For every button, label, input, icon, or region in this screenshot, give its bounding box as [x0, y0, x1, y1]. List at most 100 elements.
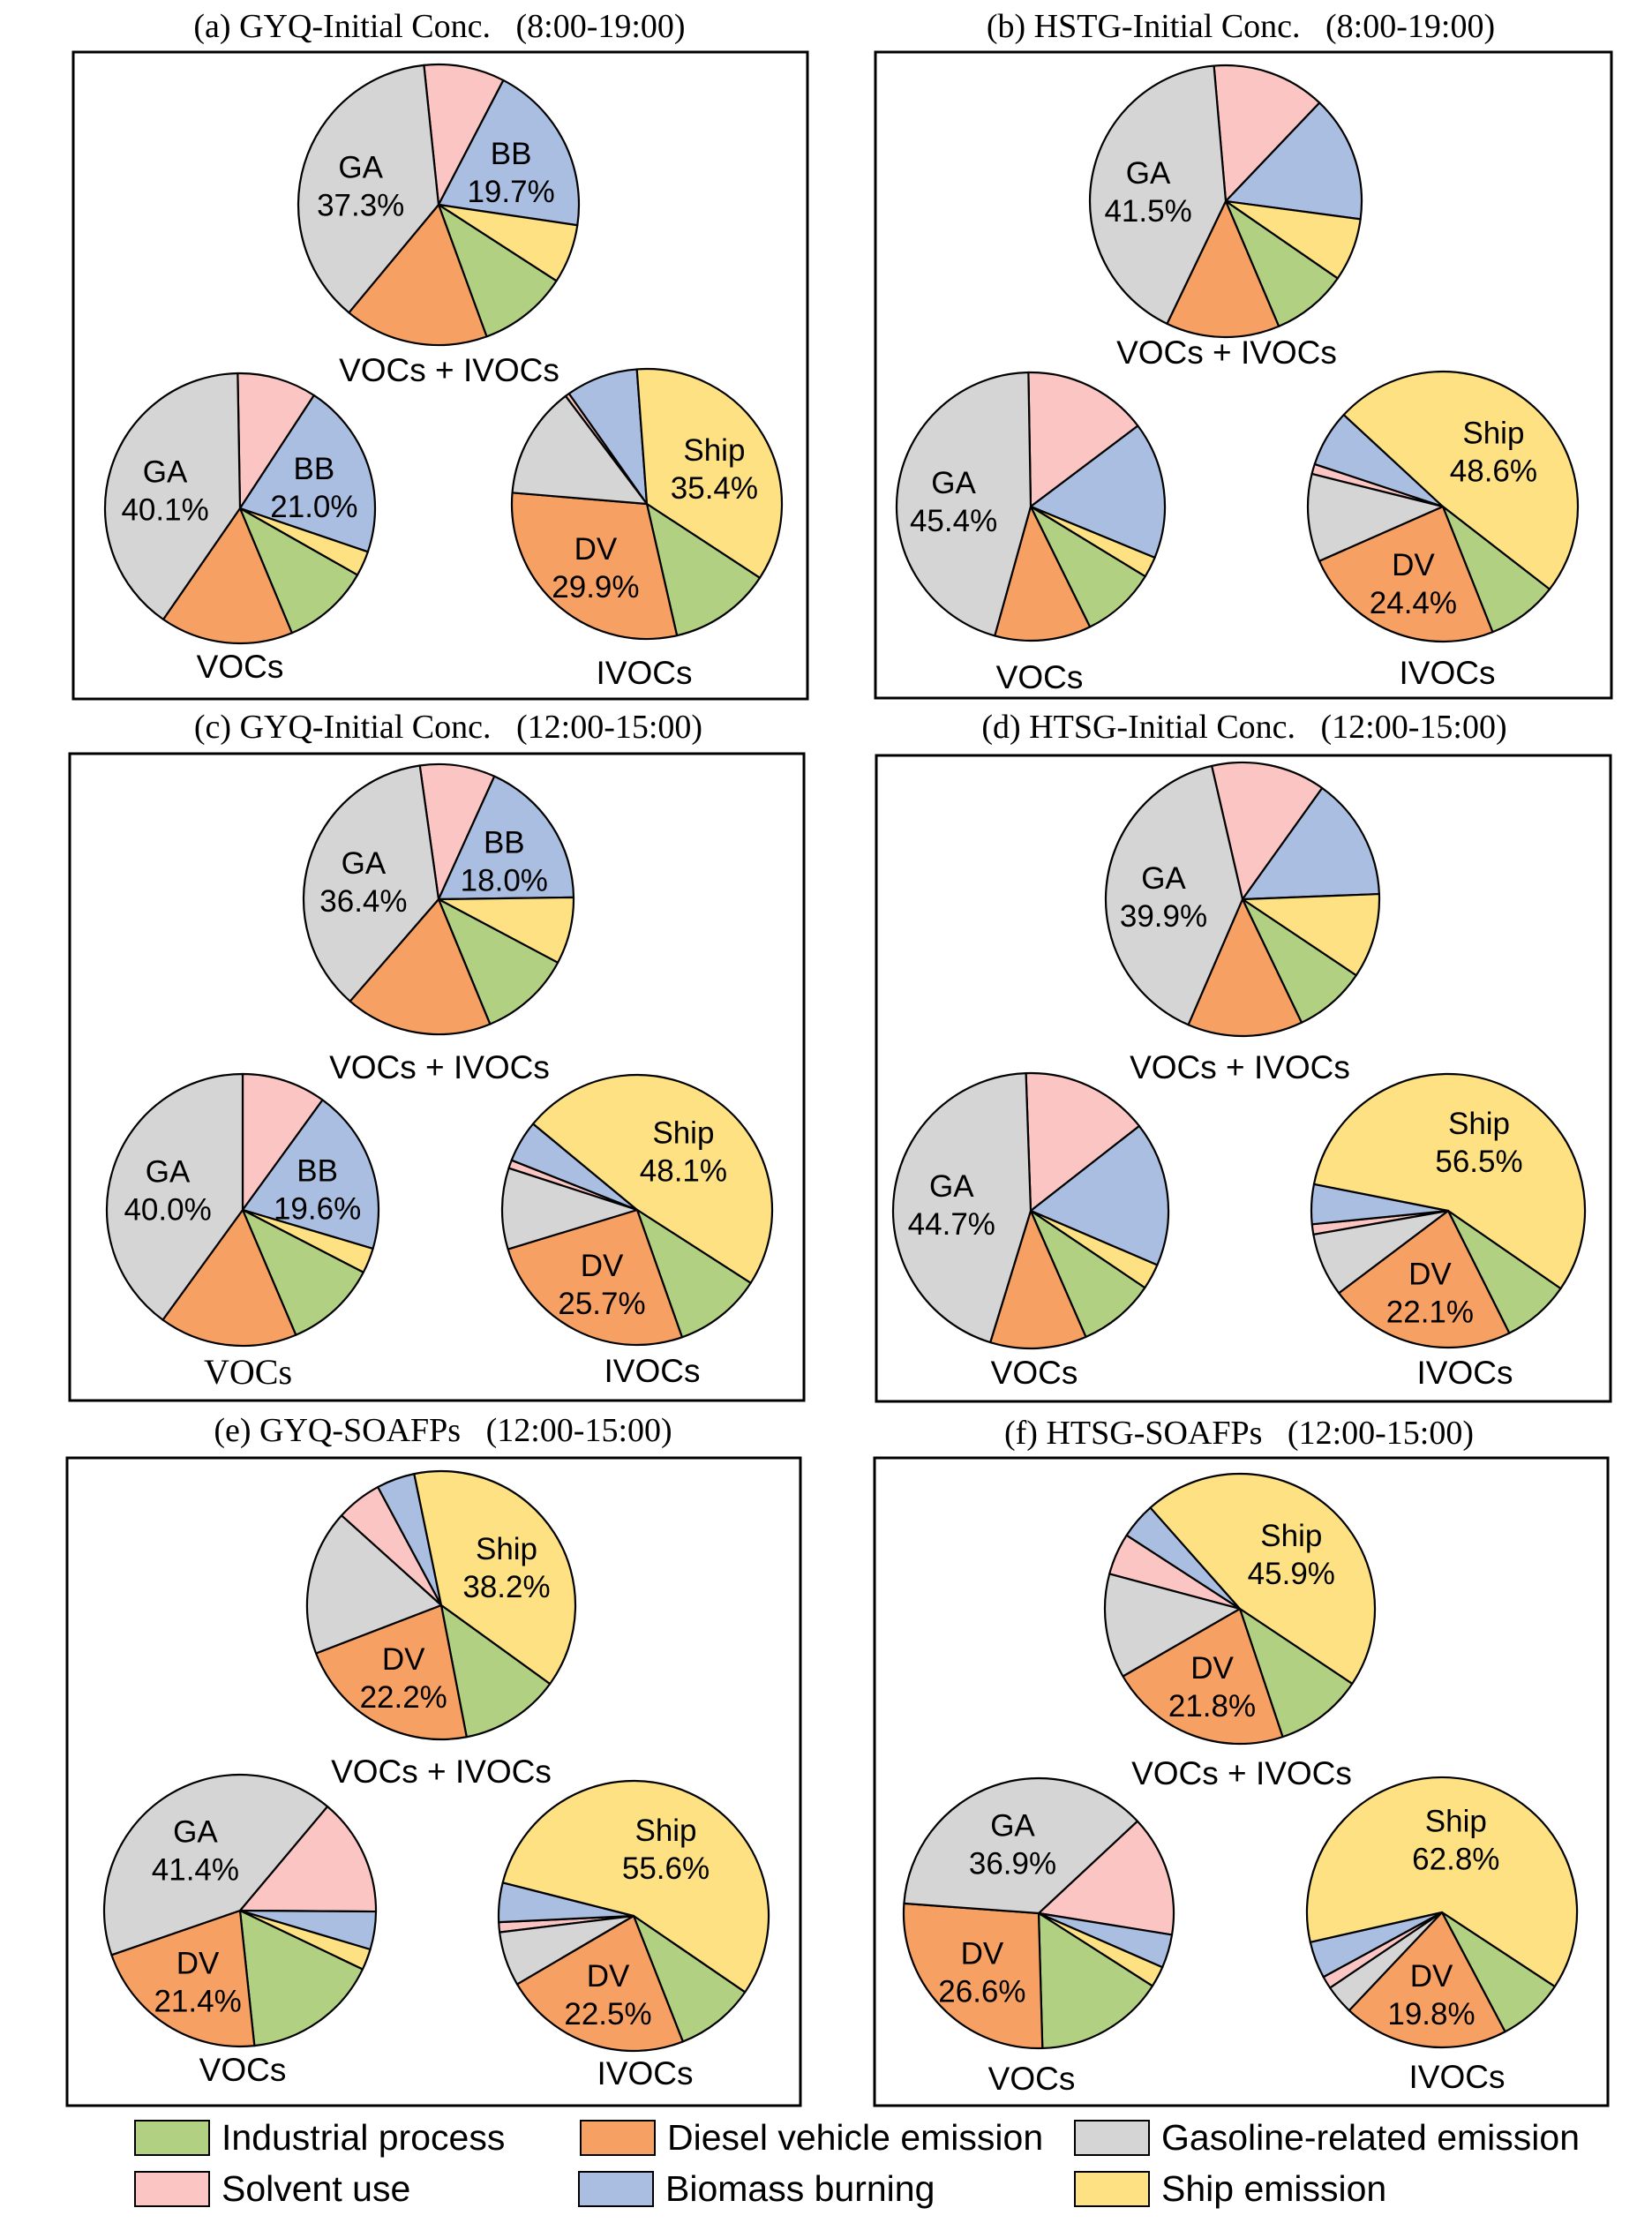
pie-ivocs: Ship 48.1% DV 25.7% IVOCs — [500, 1073, 774, 1389]
slice-label-gasoline: GA 37.3% — [317, 150, 404, 222]
pie-slice-gasoline — [1329, 1911, 1444, 2012]
pie-slice-diesel — [161, 1208, 297, 1348]
slice-label-value: 26.6% — [938, 1974, 1025, 2009]
slice-label-diesel: DV 19.8% — [1387, 1959, 1475, 2031]
legend-label-gasoline: Gasoline-related emission — [1161, 2117, 1581, 2158]
panel-title: (b) HSTG-Initial Conc. (8:00-19:00) — [987, 8, 1495, 45]
pie-slice-diesel — [1166, 199, 1280, 339]
legend-swatch-solvent — [134, 2170, 210, 2207]
panel-frame — [874, 50, 1613, 700]
pie-caption: VOCs — [197, 649, 284, 685]
legend-item-ship: Ship emission — [1074, 2169, 1386, 2208]
panel-frame — [68, 752, 806, 1402]
slice-label-gasoline: GA 36.4% — [319, 846, 407, 919]
pie-caption: VOCs — [199, 2052, 287, 2088]
legend-label-biomass: Biomass burning — [665, 2168, 935, 2209]
legend-item-biomass: Biomass burning — [578, 2169, 935, 2208]
pie-slice-gasoline — [105, 1072, 244, 1321]
slice-label-abbrev: BB — [484, 825, 525, 860]
panel-c: (c) GYQ-Initial Conc. (12:00-15:00) BB 18.… — [68, 709, 806, 1402]
pie-slice-diesel — [349, 897, 492, 1036]
slice-label-abbrev: BB — [294, 452, 335, 486]
pie-slice-ship — [413, 1469, 577, 1686]
slice-label-ship: Ship 38.2% — [462, 1532, 550, 1604]
slice-label-value: 40.0% — [124, 1192, 211, 1227]
pie-slice-ship — [532, 1073, 774, 1284]
pie-caption: VOCs + IVOCs — [339, 352, 559, 388]
slice-label-value: 45.4% — [910, 504, 997, 538]
slice-label-gasoline: GA 41.4% — [152, 1814, 239, 1887]
slice-label-value: 45.9% — [1248, 1557, 1335, 1591]
pie-vocs: GA 44.7% VOCs — [891, 1071, 1170, 1391]
slice-label-abbrev: Ship — [1425, 1805, 1487, 1839]
slice-label-abbrev: DV — [1190, 1651, 1234, 1686]
slice-label-abbrev: Ship — [1462, 416, 1524, 450]
slice-label-value: 25.7% — [558, 1287, 645, 1321]
pie-slice-diesel — [1348, 1911, 1506, 2049]
pie-slice-industrial — [238, 1909, 364, 2047]
pie-slice-biomass — [1029, 1124, 1170, 1266]
panel-title: (c) GYQ-Initial Conc. (12:00-15:00) — [194, 709, 702, 746]
slice-label-biomass: BB 19.6% — [274, 1153, 361, 1226]
slice-label-ship: Ship 35.4% — [671, 433, 758, 506]
pie-slice-industrial — [632, 1914, 747, 2043]
panel-b: (b) HSTG-Initial Conc. (8:00-19:00)GA 41.… — [874, 8, 1613, 700]
pie-slice-gasoline — [1306, 472, 1445, 562]
slice-label-diesel: DV 22.2% — [360, 1642, 447, 1715]
pie-caption: VOCs + IVOCs — [331, 1754, 552, 1790]
slice-label-gasoline: GA 40.1% — [121, 454, 208, 527]
pie-slice-diesel — [902, 1902, 1044, 2050]
slice-label-abbrev: GA — [990, 1808, 1035, 1843]
slice-label-abbrev: DV — [574, 532, 618, 567]
pie-ivocs: Ship 48.6% DV 24.4% IVOCs — [1306, 370, 1580, 691]
pie-slice-solvent — [1027, 371, 1139, 508]
slice-label-value: 21.8% — [1168, 1689, 1256, 1724]
slice-label-abbrev: DV — [961, 1936, 1004, 1971]
pie-ivocs: Ship 55.6% DV 22.5% IVOCs — [497, 1779, 770, 2092]
slice-label-abbrev: DV — [581, 1249, 624, 1283]
legend-item-industrial: Industrial process — [134, 2118, 505, 2157]
pie-slice-biomass — [567, 368, 649, 506]
pie-slice-diesel — [110, 1909, 256, 2048]
pie-slice-diesel — [1187, 897, 1303, 1038]
slice-label-value: 48.6% — [1450, 454, 1537, 488]
pie-slice-ship — [1305, 1776, 1579, 1988]
pie-slice-industrial — [238, 507, 359, 635]
pie-slice-diesel — [1122, 1607, 1284, 1746]
slice-label-abbrev: DV — [587, 1959, 630, 1994]
slice-label-value: 21.0% — [270, 490, 357, 524]
slice-label-abbrev: Ship — [1448, 1107, 1510, 1141]
slice-label-diesel: DV 21.8% — [1168, 1651, 1256, 1724]
legend-label-ship: Ship emission — [1161, 2168, 1387, 2209]
legend-swatch-gasoline — [1074, 2119, 1150, 2156]
panel-e: (e) GYQ-SOAFPs (12:00-15:00)Ship 38.2%DV 2… — [65, 1412, 802, 2107]
pie-slice-biomass — [241, 1099, 380, 1250]
pie-slice-biomass — [1029, 424, 1167, 560]
pie-slice-diesel — [315, 1603, 468, 1741]
slice-label-abbrev: Ship — [635, 1814, 696, 1848]
slice-label-diesel: DV 22.5% — [564, 1959, 651, 2031]
pie-slice-diesel — [515, 1914, 684, 2053]
slice-label-gasoline: GA 45.4% — [910, 466, 997, 538]
pie-caption: VOCs — [204, 1352, 292, 1392]
slice-label-value: 22.5% — [564, 1997, 651, 2031]
slice-label-biomass: BB 18.0% — [461, 825, 548, 897]
slice-label-value: 56.5% — [1435, 1145, 1522, 1179]
pie-slice-gasoline — [499, 1914, 635, 1986]
slice-label-value: 22.2% — [360, 1680, 447, 1715]
pie-slice-solvent — [1211, 761, 1324, 901]
panel-title: (f) HTSG-SOAFPs (12:00-15:00) — [1004, 1415, 1474, 1452]
pie-caption: VOCs + IVOCs — [1130, 1049, 1350, 1085]
pie-caption: VOCs + IVOCs — [329, 1049, 550, 1085]
panel-title: (e) GYQ-SOAFPs (12:00-15:00) — [214, 1412, 672, 1449]
slice-label-ship: Ship 55.6% — [622, 1814, 710, 1886]
slice-label-diesel: DV 21.4% — [154, 1946, 241, 2018]
legend-swatch-industrial — [134, 2119, 210, 2156]
pie-total: Ship 38.2% DV 22.2% VOCs + IVOCs — [305, 1469, 577, 1790]
legend-label-solvent: Solvent use — [222, 2168, 411, 2209]
pie-caption: IVOCs — [1409, 2059, 1506, 2095]
slice-label-gasoline: GA 39.9% — [1120, 861, 1207, 934]
slice-label-value: 41.5% — [1104, 194, 1191, 229]
pie-slice-diesel — [989, 1209, 1087, 1350]
